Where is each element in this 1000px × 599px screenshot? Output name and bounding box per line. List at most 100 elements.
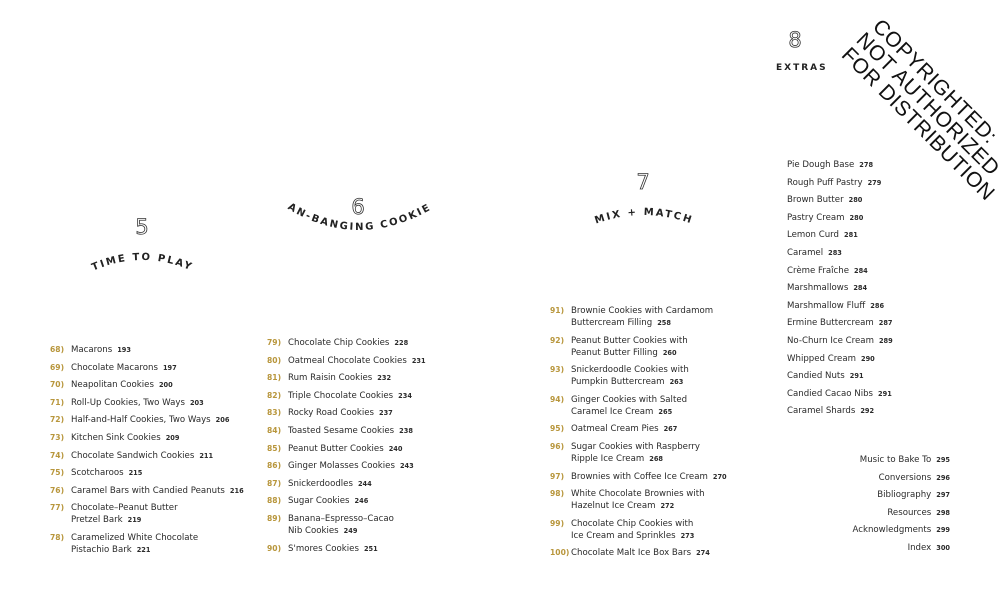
page-number: 281: [844, 231, 858, 240]
toc-entry[interactable]: 81) Rum Raisin Cookies 232: [267, 372, 426, 384]
toc-entry[interactable]: 80) Oatmeal Chocolate Cookies 231: [267, 355, 426, 367]
entry-text: Caramel Shards 292: [787, 405, 874, 417]
entry-title: Rocky Road Cookies: [288, 408, 374, 419]
toc-entry[interactable]: 97) Brownies with Coffee Ice Cream 270: [550, 471, 727, 483]
entry-title: Half-and-Half Cookies, Two Ways: [71, 415, 211, 426]
entry-title: Pastry Cream: [787, 212, 845, 223]
recipe-number: 89): [267, 513, 282, 523]
page-number: 221: [136, 545, 151, 554]
page-number: 215: [128, 469, 143, 478]
entry-title: Candied Nuts: [787, 371, 845, 382]
toc-entry[interactable]: Pastry Cream 280: [787, 212, 893, 224]
toc-entry[interactable]: Index 300: [853, 542, 950, 554]
toc-entry[interactable]: 78) Caramelized White Chocolate Pistachio…: [50, 532, 244, 556]
entry-title: Banana–Espresso–Cacao Nib Cookies: [288, 513, 394, 536]
toc-entry[interactable]: 87) Snickerdoodles 244: [267, 478, 426, 490]
entry-title: Chocolate Malt Ice Box Bars: [571, 548, 692, 559]
entry-title: Caramel Shards: [787, 406, 856, 417]
toc-entry[interactable]: Bibliography 297: [853, 489, 950, 501]
recipe-number: 73): [50, 432, 65, 442]
chapter-6-list: 79) Chocolate Chip Cookies 228 80) Oatmeal C…: [267, 337, 426, 560]
toc-entry[interactable]: Marshmallows 284: [787, 282, 893, 294]
page-number: 270: [712, 472, 727, 481]
entry-text: Kitchen Sink Cookies 209: [71, 432, 179, 444]
page-number: 291: [849, 372, 864, 381]
toc-entry[interactable]: Crème Fraîche 284: [787, 265, 893, 277]
entry-text: Macarons 193: [71, 344, 131, 356]
entry-text: Oatmeal Cream Pies 267: [571, 423, 677, 435]
recipe-number: 86): [267, 461, 282, 471]
entry-title: Candied Cacao Nibs: [787, 388, 874, 399]
toc-entry[interactable]: Lemon Curd 281: [787, 229, 893, 241]
entry-title: Conversions: [878, 472, 932, 483]
entry-title: Chocolate Sandwich Cookies: [71, 450, 195, 461]
entry-text: Rum Raisin Cookies 232: [288, 372, 391, 384]
toc-entry[interactable]: 72) Half-and-Half Cookies, Two Ways 206: [50, 414, 244, 426]
toc-entry[interactable]: Pie Dough Base 278: [787, 159, 893, 171]
toc-entry[interactable]: Candied Nuts 291: [787, 370, 893, 382]
toc-entry[interactable]: 83) Rocky Road Cookies 237: [267, 407, 426, 419]
toc-entry[interactable]: 68) Macarons 193: [50, 344, 244, 356]
toc-entry[interactable]: 92) Peanut Butter Cookies with Peanut But…: [550, 335, 727, 359]
toc-entry[interactable]: Rough Puff Pastry 279: [787, 177, 893, 189]
toc-entry[interactable]: Brown Butter 280: [787, 194, 893, 206]
page-number: 297: [936, 491, 950, 500]
toc-entry[interactable]: Acknowledgments 299: [853, 524, 950, 536]
entry-title: Snickerdoodle Cookies with Pumpkin Butte…: [571, 365, 689, 388]
toc-entry[interactable]: 95) Oatmeal Cream Pies 267: [550, 423, 727, 435]
toc-entry[interactable]: 99) Chocolate Chip Cookies with Ice Cream…: [550, 518, 727, 542]
entry-title: Chocolate Chip Cookies: [288, 338, 390, 348]
entry-text: Conversions 296: [879, 472, 950, 484]
entry-text: Candied Cacao Nibs 291: [787, 388, 892, 400]
toc-entry[interactable]: 90) S'mores Cookies 251: [267, 543, 426, 555]
toc-entry[interactable]: Marshmallow Fluff 286: [787, 300, 893, 312]
recipe-number: 87): [267, 478, 282, 488]
toc-entry[interactable]: No-Churn Ice Cream 289: [787, 335, 893, 347]
toc-entry[interactable]: 73) Kitchen Sink Cookies 209: [50, 432, 244, 444]
page-number: 200: [158, 381, 173, 390]
page-number: 300: [936, 543, 950, 552]
toc-entry[interactable]: 85) Peanut Butter Cookies 240: [267, 443, 426, 455]
toc-entry[interactable]: 91) Brownie Cookies with Cardamom Butterc…: [550, 305, 727, 329]
toc-entry[interactable]: 74) Chocolate Sandwich Cookies 211: [50, 450, 244, 462]
entry-text: Scotcharoos 215: [71, 467, 142, 479]
recipe-number: 92): [550, 335, 565, 345]
recipe-number: 81): [267, 373, 282, 383]
toc-entry[interactable]: Music to Bake To 295: [853, 454, 950, 466]
toc-entry[interactable]: 70) Neapolitan Cookies 200: [50, 379, 244, 391]
toc-entry[interactable]: Caramel 283: [787, 247, 893, 259]
toc-entry[interactable]: Whipped Cream 290: [787, 353, 893, 365]
entry-text: Acknowledgments 299: [853, 524, 950, 536]
entry-title: Ermine Buttercream: [787, 318, 874, 329]
toc-entry[interactable]: 84) Toasted Sesame Cookies 238: [267, 425, 426, 437]
page-number: 267: [663, 425, 678, 434]
toc-entry[interactable]: 100) Chocolate Malt Ice Box Bars 274: [550, 547, 727, 559]
toc-entry[interactable]: 88) Sugar Cookies 246: [267, 495, 426, 507]
toc-entry[interactable]: 89) Banana–Espresso–Cacao Nib Cookies 249: [267, 513, 426, 537]
toc-entry[interactable]: Conversions 296: [853, 472, 950, 484]
entry-title: Scotcharoos: [71, 468, 124, 479]
toc-entry[interactable]: 96) Sugar Cookies with Raspberry Ripple I…: [550, 441, 727, 465]
toc-entry[interactable]: 86) Ginger Molasses Cookies 243: [267, 460, 426, 472]
entry-text: Snickerdoodle Cookies with Pumpkin Butte…: [571, 364, 689, 388]
toc-entry[interactable]: 94) Ginger Cookies with Salted Caramel Ic…: [550, 394, 727, 418]
toc-entry[interactable]: 69) Chocolate Macarons 197: [50, 362, 244, 374]
toc-entry[interactable]: 82) Triple Chocolate Cookies 234: [267, 390, 426, 402]
toc-entry[interactable]: 79) Chocolate Chip Cookies 228: [267, 337, 426, 349]
entry-text: Pastry Cream 280: [787, 212, 863, 224]
toc-entry[interactable]: 93) Snickerdoodle Cookies with Pumpkin Bu…: [550, 364, 727, 388]
toc-entry[interactable]: 75) Scotcharoos 215: [50, 467, 244, 479]
toc-entry[interactable]: 76) Caramel Bars with Candied Peanuts 216: [50, 485, 244, 497]
toc-entry[interactable]: Caramel Shards 292: [787, 405, 893, 417]
entry-text: Peanut Butter Cookies with Peanut Butter…: [571, 335, 688, 359]
entry-title: Acknowledgments: [852, 525, 932, 536]
toc-entry[interactable]: 71) Roll-Up Cookies, Two Ways 203: [50, 397, 244, 409]
toc-entry[interactable]: Ermine Buttercream 287: [787, 317, 893, 329]
toc-entry[interactable]: 98) White Chocolate Brownies with Hazelnu…: [550, 488, 727, 512]
page-number: 258: [657, 319, 671, 327]
toc-entry[interactable]: 77) Chocolate–Peanut Butter Pretzel Bark 2…: [50, 502, 244, 526]
entry-text: Crème Fraîche 284: [787, 265, 868, 277]
entry-text: Resources 298: [887, 507, 950, 519]
toc-entry[interactable]: Candied Cacao Nibs 291: [787, 388, 893, 400]
toc-entry[interactable]: Resources 298: [853, 507, 950, 519]
